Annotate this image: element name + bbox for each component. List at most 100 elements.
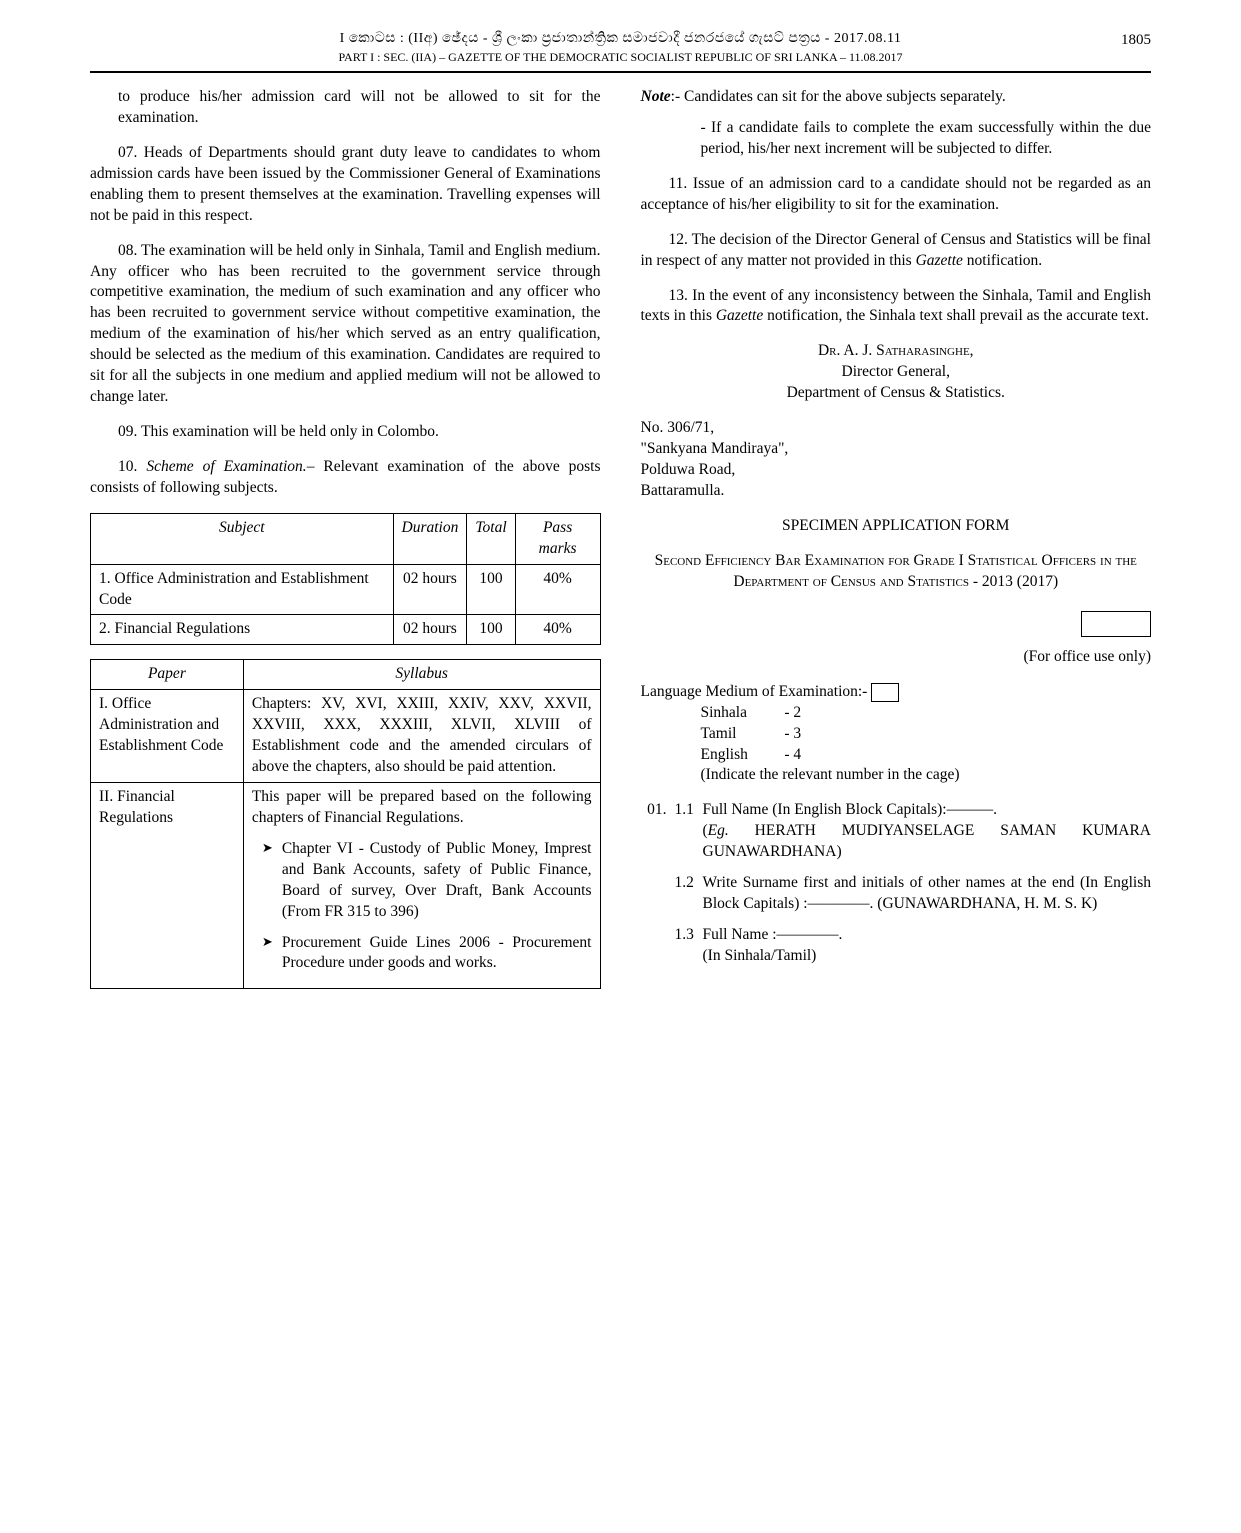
table-header-row: Subject Duration Total Pass marks [91,513,601,564]
subjects-table: Subject Duration Total Pass marks 1. Off… [90,513,601,646]
addr-line: Battaramulla. [641,481,1152,502]
table-row: II. Financial Regulations This paper wil… [91,782,601,988]
cell: 40% [515,615,600,645]
para-08: 08. The examination will be held only in… [90,241,601,408]
lang-row: English - 4 [701,745,1152,766]
para-10: 10. Scheme of Examination.– Relevant exa… [90,457,601,499]
exam-title: Second Efficiency Bar Examination for Gr… [641,551,1152,593]
lang-name: English [701,745,781,766]
p12-a: 12. The decision of the Director General… [641,231,1152,269]
table-row: I. Office Administration and Establishme… [91,690,601,783]
para-11: 11. Issue of an admission card to a cand… [641,174,1152,216]
cell: 2. Financial Regulations [91,615,394,645]
cell: 100 [467,615,515,645]
form-text: Full Name :————. (In Sinhala/Tamil) [703,925,1152,967]
para-top: to produce his/her admission card will n… [90,87,601,129]
language-box[interactable] [871,683,899,702]
table-header-row: Paper Syllabus [91,660,601,690]
q11-eg-tail: HERATH MUDIYANSELAGE SAMAN KUMARA GUNAWA… [703,822,1152,860]
lang-name: Sinhala [701,703,781,724]
para-07: 07. Heads of Departments should grant du… [90,143,601,227]
th-paper: Paper [91,660,244,690]
lang-header: Language Medium of Examination:- [641,683,868,700]
form-num [641,873,675,915]
note-sub: - If a candidate fails to complete the e… [701,118,1152,160]
p13-b: notification, the Sinhala text shall pre… [763,307,1149,324]
para-12: 12. The decision of the Director General… [641,230,1152,272]
cell-paper2: II. Financial Regulations [91,782,244,988]
para-09: 09. This examination will be held only i… [90,422,601,443]
th-subject: Subject [91,513,394,564]
para-13: 13. In the event of any inconsistency be… [641,286,1152,328]
cell-syll1: Chapters: XV, XVI, XXIII, XXIV, XXV, XXV… [243,690,600,783]
cell: 02 hours [393,564,467,615]
form-num [641,925,675,967]
header-sinhala: I කොටස : (IIඅ) ඡේදය - ශ්‍රී ලංකා ප්‍රජාත… [90,30,1151,49]
cell-syll2: This paper will be prepared based on the… [243,782,600,988]
form-13: 1.3 Full Name :————. (In Sinhala/Tamil) [641,925,1152,967]
cell-paper1: I. Office Administration and Establishme… [91,690,244,783]
p13-i: Gazette [716,307,763,324]
th-total: Total [467,513,515,564]
form-sub: 1.2 [675,873,703,915]
form-01-11: 01. 1.1 Full Name (In English Block Capi… [641,800,1152,863]
p12-i: Gazette [916,252,963,269]
syll2-bullets: Chapter VI - Custody of Public Money, Im… [266,839,592,975]
table-row: 2. Financial Regulations 02 hours 100 40… [91,615,601,645]
office-use-box[interactable] [1081,611,1151,637]
lang-val: - 3 [784,725,801,742]
lang-header-row: Language Medium of Examination:- [641,682,1152,703]
lang-val: - 4 [784,746,801,763]
q11-eg-i: Eg. [708,822,729,839]
sig-name: Dr. A. J. Satharasinghe, [641,341,1152,362]
syll2-intro: This paper will be prepared based on the… [252,787,592,829]
form-12: 1.2 Write Surname first and initials of … [641,873,1152,915]
sig-title: Director General, [641,362,1152,383]
p12-b: notification. [963,252,1042,269]
th-syllabus: Syllabus [243,660,600,690]
bullet: Procurement Guide Lines 2006 - Procureme… [266,933,592,975]
cell: 02 hours [393,615,467,645]
lang-note: (Indicate the relevant number in the cag… [701,765,1152,786]
header-english: PART I : SEC. (IIA) – GAZETTE OF THE DEM… [90,49,1151,65]
right-column: Note:- Candidates can sit for the above … [641,87,1152,989]
addr-line: Polduwa Road, [641,460,1152,481]
note-label: Note [641,88,671,105]
cell: 1. Office Administration and Establishme… [91,564,394,615]
q12-text: Write Surname first and initials of othe… [703,873,1152,915]
addr-line: No. 306/71, [641,418,1152,439]
form-text: Full Name (In English Block Capitals):——… [703,800,1152,863]
th-pass: Pass marks [515,513,600,564]
language-block: Language Medium of Examination:- Sinhala… [641,682,1152,787]
q13-sub2: (In Sinhala/Tamil) [703,947,817,964]
lang-name: Tamil [701,724,781,745]
q13-text: Full Name :————. [703,926,843,943]
left-column: to produce his/her admission card will n… [90,87,601,989]
signature-block: Dr. A. J. Satharasinghe, Director Genera… [641,341,1152,404]
main-columns: to produce his/her admission card will n… [90,87,1151,989]
form-num: 01. [641,800,675,863]
lang-val: - 2 [784,704,801,721]
cell: 40% [515,564,600,615]
sig-dept: Department of Census & Statistics. [641,383,1152,404]
note-text: :- Candidates can sit for the above subj… [671,88,1006,105]
address-block: No. 306/71, "Sankyana Mandiraya", Polduw… [641,418,1152,502]
th-duration: Duration [393,513,467,564]
p10-lead: 10. [118,458,146,475]
lang-row: Tamil - 3 [701,724,1152,745]
office-use-label: (For office use only) [641,647,1152,668]
office-box-row [641,611,1152,643]
form-sub: 1.1 [675,800,703,863]
form-sub: 1.3 [675,925,703,967]
syllabus-table: Paper Syllabus I. Office Administration … [90,659,601,989]
lang-row: Sinhala - 2 [701,703,1152,724]
addr-line: "Sankyana Mandiraya", [641,439,1152,460]
bullet: Chapter VI - Custody of Public Money, Im… [266,839,592,923]
note-block: Note:- Candidates can sit for the above … [641,87,1152,160]
page-number: 1805 [1121,30,1151,50]
table-row: 1. Office Administration and Establishme… [91,564,601,615]
q11-text: Full Name (In English Block Capitals):——… [703,801,997,818]
specimen-title: SPECIMEN APPLICATION FORM [641,516,1152,537]
cell: 100 [467,564,515,615]
header: I කොටස : (IIඅ) ඡේදය - ශ්‍රී ලංකා ප්‍රජාත… [90,30,1151,73]
